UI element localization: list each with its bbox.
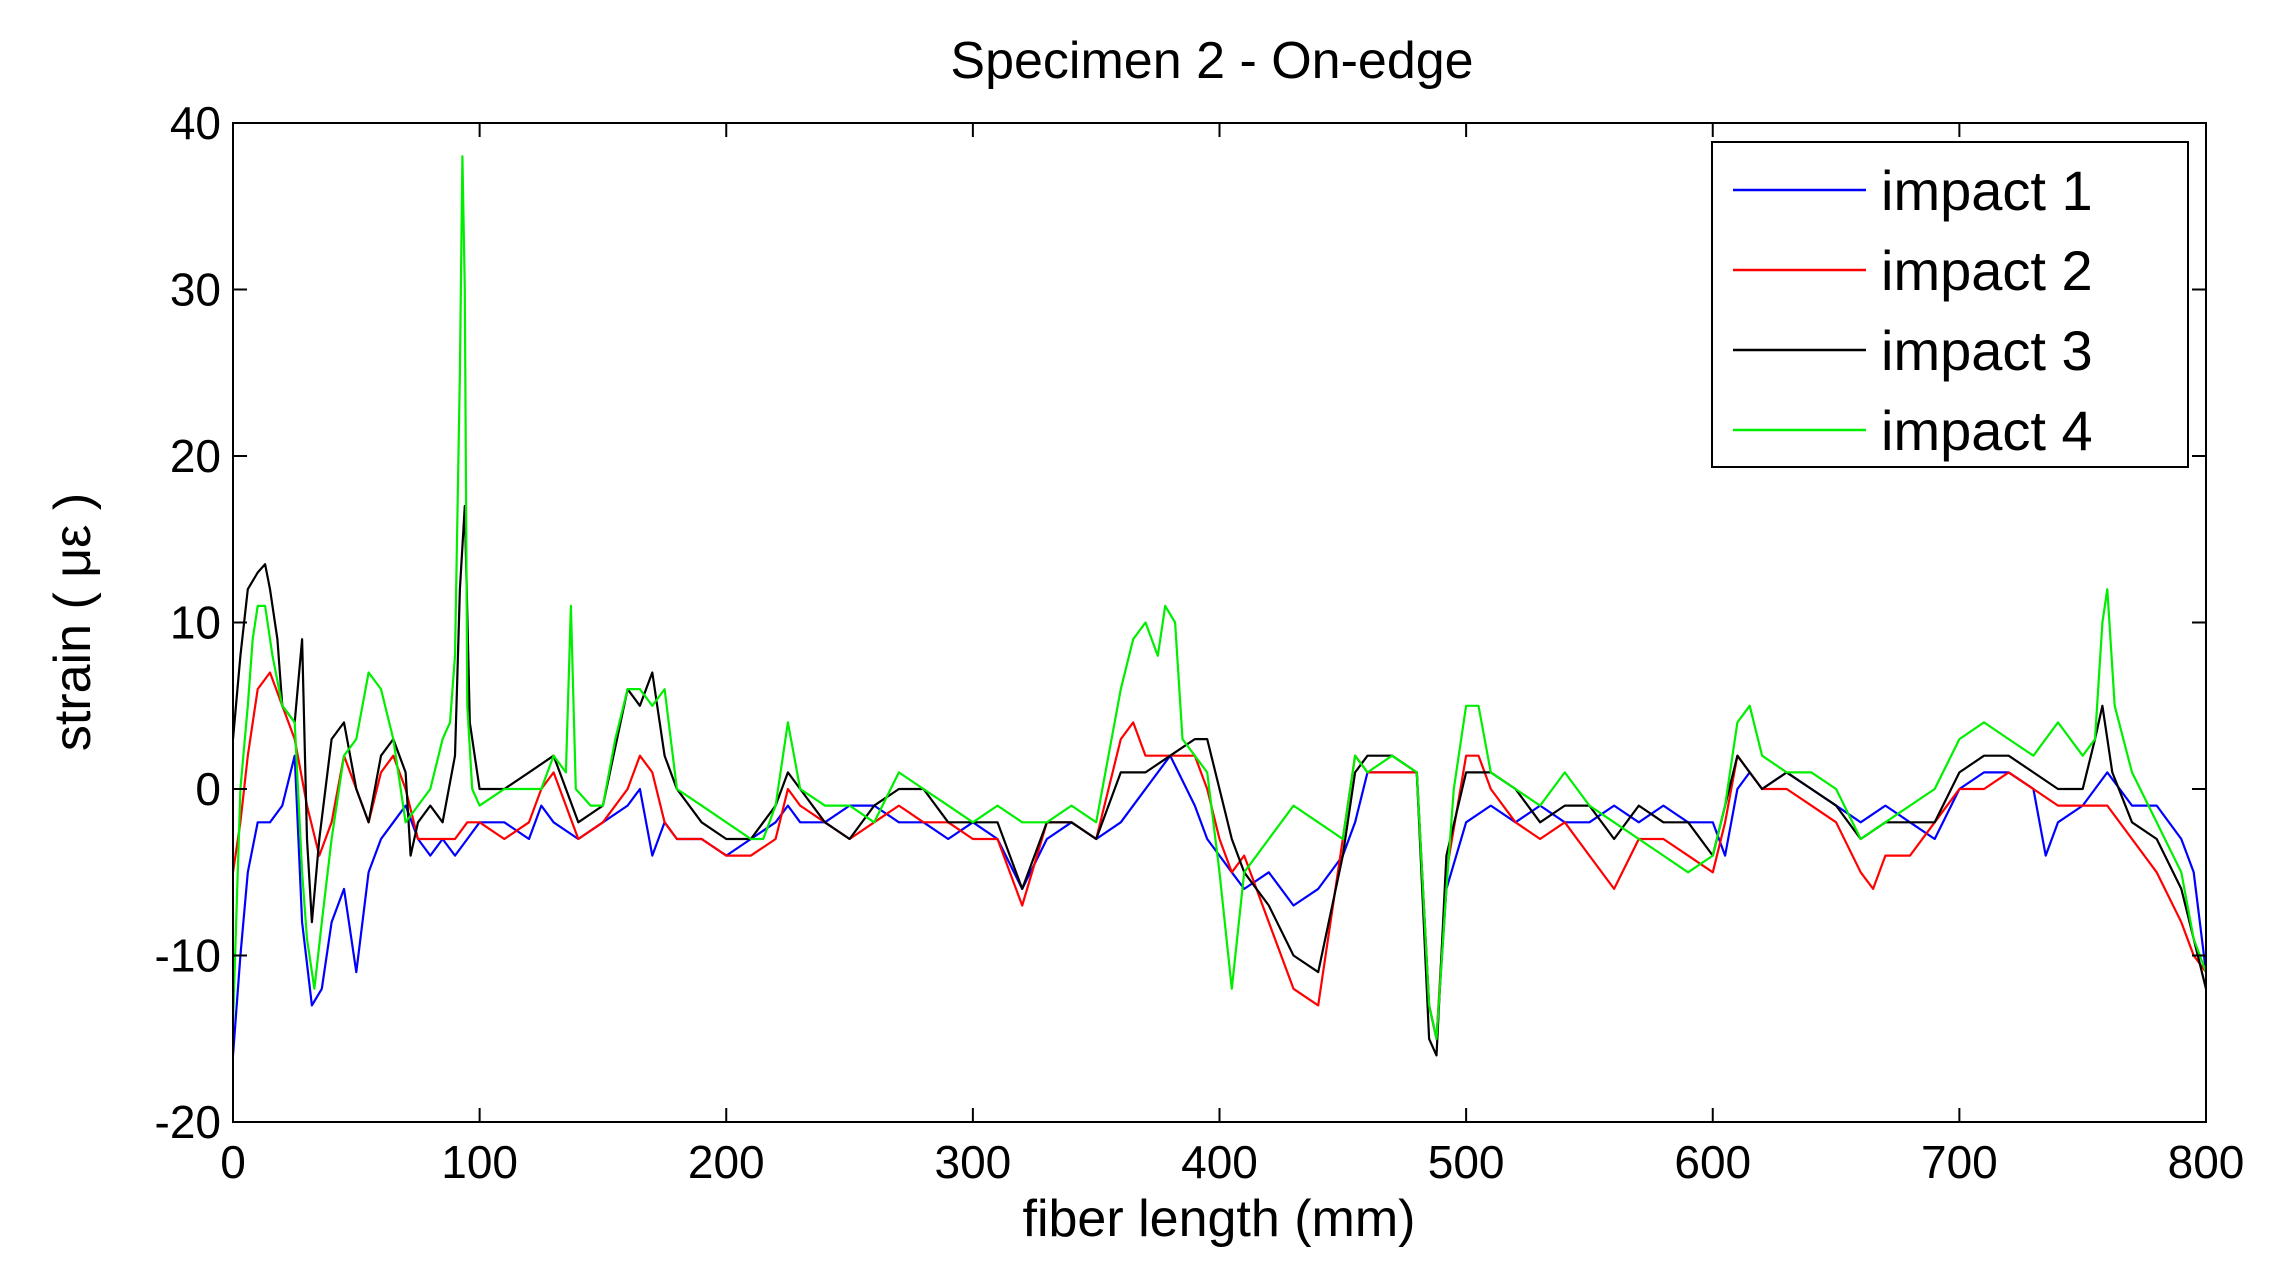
x-tick-label: 500 — [1428, 1136, 1505, 1188]
legend-label-impact-4: impact 4 — [1881, 399, 2093, 462]
x-tick-label: 300 — [935, 1136, 1012, 1188]
legend-label-impact-2: impact 2 — [1881, 239, 2093, 302]
y-axis: -20 -10 0 10 20 30 40 — [155, 97, 2206, 1148]
x-axis: 0 100 200 300 400 500 600 700 800 — [220, 123, 2244, 1188]
y-axis-label: strain ( με ) — [44, 493, 102, 751]
chart-title: Specimen 2 - On-edge — [950, 32, 1473, 90]
series-line-impact-3 — [231, 504, 2208, 1057]
y-tick-label: -20 — [155, 1096, 221, 1148]
legend-label-impact-1: impact 1 — [1881, 159, 2093, 222]
legend-box — [1711, 141, 2189, 468]
series-line-impact-2 — [231, 671, 2207, 1040]
y-tick-label: 40 — [170, 97, 221, 149]
y-tick-label: 20 — [170, 430, 221, 482]
x-tick-label: 800 — [2168, 1136, 2245, 1188]
legend: impact 1 impact 2 impact 3 impact 4 — [1711, 141, 2189, 468]
y-tick-label: 0 — [195, 763, 221, 815]
y-tick-label: -10 — [155, 930, 221, 982]
series-line-impact-1 — [231, 754, 2208, 1056]
series-line-impact-4 — [231, 155, 2208, 1040]
legend-entries: impact 1 impact 2 impact 3 impact 4 — [1733, 159, 2093, 462]
x-tick-label: 100 — [441, 1136, 518, 1188]
series-layer — [231, 155, 2208, 1057]
y-tick-label: 10 — [170, 597, 221, 649]
legend-label-impact-3: impact 3 — [1881, 319, 2093, 382]
x-tick-label: 200 — [688, 1136, 765, 1188]
x-tick-label: 0 — [220, 1136, 246, 1188]
x-tick-label: 600 — [1674, 1136, 1751, 1188]
x-tick-label: 400 — [1181, 1136, 1258, 1188]
y-tick-label: 30 — [170, 264, 221, 316]
x-axis-label: fiber length (mm) — [1023, 1190, 1416, 1248]
x-tick-label: 700 — [1921, 1136, 1998, 1188]
